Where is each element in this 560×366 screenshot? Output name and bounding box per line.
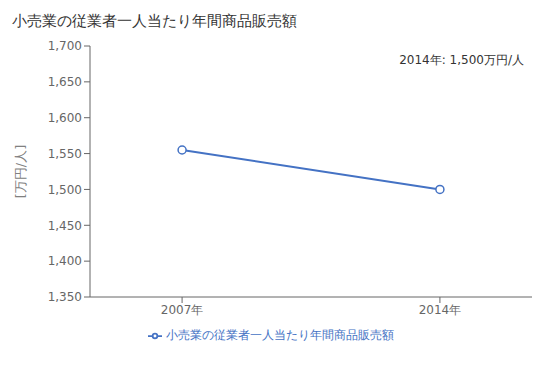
svg-text:1,700: 1,700	[48, 39, 82, 53]
svg-text:1,600: 1,600	[48, 111, 82, 125]
svg-text:1,650: 1,650	[48, 75, 82, 89]
svg-text:2014年: 2014年	[419, 303, 462, 317]
svg-text:1,500: 1,500	[48, 183, 82, 197]
svg-text:[万円/人]: [万円/人]	[13, 145, 28, 199]
svg-text:1,550: 1,550	[48, 147, 82, 161]
svg-text:2007年: 2007年	[161, 303, 204, 317]
svg-text:1,350: 1,350	[48, 290, 82, 304]
html-text:2014年: 1,500万円/人: 2014年: 1,500万円/人	[399, 53, 524, 67]
html-text:小売業の従業者一人当たり年間商品販売額: 小売業の従業者一人当たり年間商品販売額	[166, 328, 394, 342]
html-text:小売業の従業者一人当たり年間商品販売額: 小売業の従業者一人当たり年間商品販売額	[12, 12, 297, 30]
svg-text:1,400: 1,400	[48, 254, 82, 268]
svg-text:1,450: 1,450	[48, 219, 82, 233]
